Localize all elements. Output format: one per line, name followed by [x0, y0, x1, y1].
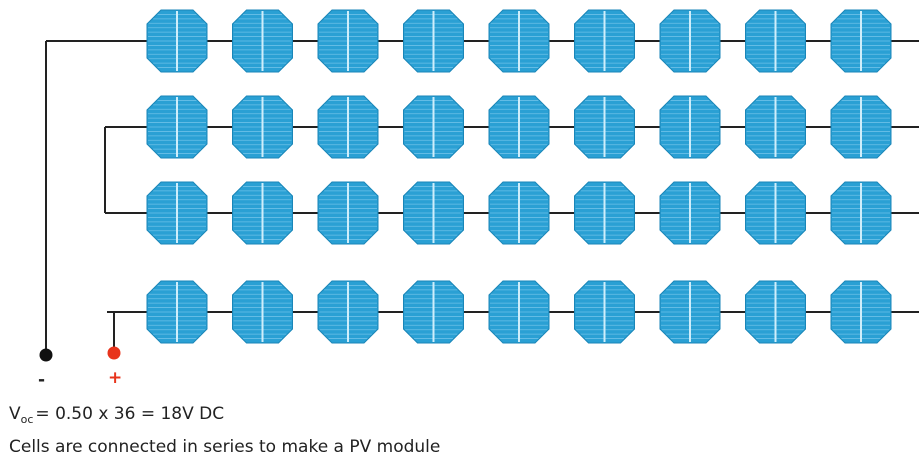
solar-cell [659, 280, 721, 344]
positive-terminal-label: + [108, 368, 123, 388]
solar-cell [232, 95, 293, 159]
solar-cell [317, 280, 379, 344]
solar-cell [830, 181, 892, 245]
solar-cell [659, 95, 721, 159]
voltage-subscript: oc [20, 413, 34, 426]
solar-cell [232, 181, 293, 245]
voltage-expression: = 0.50 x 36 = 18V DC [35, 404, 225, 424]
solar-cell [659, 9, 721, 73]
solar-cell [317, 95, 379, 159]
solar-cell [146, 95, 208, 159]
negative-terminal-label: - [38, 370, 46, 390]
solar-cell [745, 9, 806, 73]
solar-cell [146, 280, 208, 344]
solar-cell [830, 95, 892, 159]
solar-cell [659, 181, 721, 245]
solar-cell [745, 95, 806, 159]
solar-cell [488, 280, 550, 344]
solar-cell [745, 280, 806, 344]
solar-cell [403, 9, 464, 73]
solar-cell [232, 9, 293, 73]
voltage-symbol: V [9, 404, 21, 424]
solar-cell [146, 181, 208, 245]
solar-cell [146, 9, 208, 73]
solar-cell [488, 9, 550, 73]
solar-cell [403, 280, 464, 344]
solar-cell [232, 280, 293, 344]
solar-cell [830, 280, 892, 344]
solar-cell [574, 9, 635, 73]
solar-cell [488, 95, 550, 159]
solar-cell [745, 181, 806, 245]
solar-cell [574, 95, 635, 159]
solar-cell [403, 181, 464, 245]
solar-cell-array [146, 9, 892, 344]
solar-cell [574, 181, 635, 245]
solar-cell [317, 181, 379, 245]
voltage-formula: Voc = 0.50 x 36 = 18V DC [9, 404, 224, 426]
negative-terminal [39, 348, 53, 362]
solar-cell [317, 9, 379, 73]
solar-cell [830, 9, 892, 73]
module-caption: Cells are connected in series to make a … [9, 437, 441, 457]
solar-cell [574, 280, 635, 344]
positive-terminal [107, 346, 121, 360]
terminals [39, 346, 121, 362]
solar-cell [403, 95, 464, 159]
solar-cell [488, 181, 550, 245]
